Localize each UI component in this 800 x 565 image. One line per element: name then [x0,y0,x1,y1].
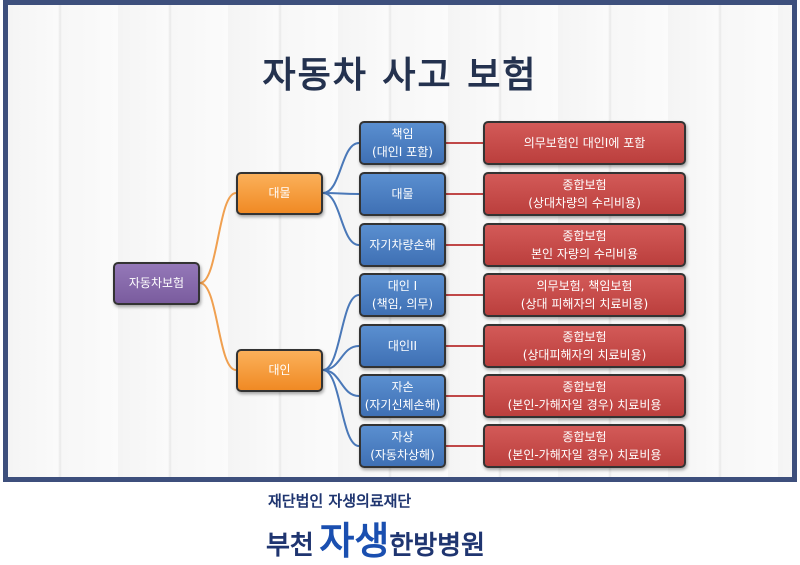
logo-suffix: 한방병원 [389,531,486,561]
logo-city: 부천 [266,531,314,561]
branch-type-connector [322,369,360,447]
coverage-desc-node: 종합보험 (상대피해자의 치료비용) [483,324,686,368]
box-text: 의무보험인 대인I에 포함 [523,135,646,150]
branch-type-connector [322,192,360,246]
box-text: 자기차량손해 [369,237,436,252]
logo-brand: 자생 [319,519,390,563]
coverage-type-node: 자손 (자기신체손해) [359,374,446,418]
branch-type-connector [322,345,360,371]
box-text: (본인-가해자일 경우) 치료비용 [507,397,662,412]
coverage-desc-node: 의무보험인 대인I에 포함 [483,121,686,165]
coverage-type-node: 대인 I (책임, 의무) [359,273,446,317]
coverage-type-node: 대물 [359,172,446,216]
box-text: (대인I 포함) [372,144,433,159]
box-text: 본인 자량의 수리비용 [531,246,638,261]
coverage-desc-node: 종합보험 (상대차량의 수리비용) [483,172,686,216]
box-text: (본인-가해자일 경우) 치료비용 [507,447,662,462]
branch-node: 대물 [236,172,323,215]
coverage-type-node: 대인II [359,324,446,368]
box-text: 자상 [391,429,414,444]
box-text: 책임 [391,126,414,141]
hospital-logo: 부천 자생한방병원 [266,510,485,565]
box-text: 대인 I [387,278,418,293]
box-text: 의무보험, 책임보험 [536,278,633,293]
branch-type-connector [322,142,360,194]
box-text: (자동차상해) [370,447,435,462]
root-branch-connector [199,282,237,371]
coverage-desc-node: 의무보험, 책임보험 (상대 피해자의 치료비용) [483,273,686,317]
box-text: 종합보험 [562,429,607,444]
coverage-type-node: 책임 (대인I 포함) [359,121,446,165]
logo-foundation: 재단법인 자생의료재단 [268,492,412,510]
box-text: 종합보험 [562,329,607,344]
coverage-type-node: 자기차량손해 [359,223,446,267]
box-text: 종합보험 [562,228,607,243]
coverage-desc-node: 종합보험 (본인-가해자일 경우) 치료비용 [483,424,686,468]
root-branch-connector [199,192,237,284]
box-text: (상대차량의 수리비용) [528,195,641,210]
box-text: (자기신체손해) [364,397,441,412]
box-text: 종합보험 [562,177,607,192]
box-text: 대인II [387,338,418,353]
branch-node: 대인 [236,349,323,392]
box-text: 대물 [391,186,414,201]
box-text: (상대피해자의 치료비용) [522,347,647,362]
box-text: 자손 [391,379,414,394]
coverage-desc-node: 종합보험 (본인-가해자일 경우) 치료비용 [483,374,686,418]
box-text: 종합보험 [562,379,607,394]
slide-title: 자동차 사고 보험 [262,55,538,96]
box-text: (상대 피해자의 치료비용) [520,296,649,311]
box-text: (책임, 의무) [371,296,434,311]
coverage-type-node: 자상 (자동차상해) [359,424,446,468]
branch-type-connector [322,294,360,371]
root-node: 자동차보험 [113,262,200,305]
